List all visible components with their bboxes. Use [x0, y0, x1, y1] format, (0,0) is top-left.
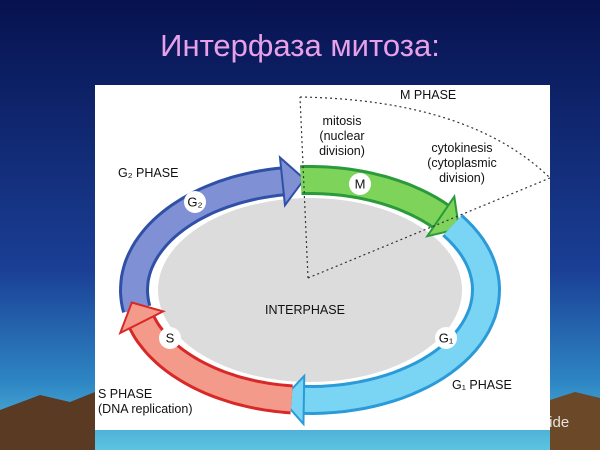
- cytokinesis-label: cytokinesis: [431, 141, 492, 155]
- interphase-label: INTERPHASE: [265, 303, 345, 317]
- m-phase-label: M PHASE: [400, 88, 456, 102]
- mitosis-label: division): [319, 144, 365, 158]
- g1-badge: G₁: [439, 330, 454, 345]
- slide-title: Интерфаза митоза:: [160, 28, 440, 63]
- s-badge: S: [166, 330, 175, 345]
- cycle-arrow: [280, 373, 306, 427]
- m-phase-wedge: [299, 96, 551, 279]
- mountains: [550, 392, 600, 450]
- g2-badge: G₂: [187, 194, 202, 209]
- cycle-arrow: [118, 301, 166, 336]
- cycle-arrow: [300, 168, 448, 227]
- phase-badge: [349, 173, 371, 195]
- phase-badge: [159, 327, 181, 349]
- cycle-arrow: [303, 216, 499, 413]
- cycle-arrow: [424, 193, 461, 238]
- cycle-arrow: [278, 155, 306, 208]
- mountains: [0, 392, 95, 450]
- cytokinesis-label: (cytoplasmic: [427, 156, 496, 170]
- interphase-area: [158, 198, 462, 382]
- phase-badge: [435, 327, 457, 349]
- watermark: FreeSlide: [505, 414, 569, 431]
- phase-badge: [184, 191, 206, 213]
- mitosis-label: mitosis: [323, 114, 362, 128]
- s-phase-label: S PHASE: [98, 387, 152, 401]
- s-phase-label: (DNA replication): [98, 402, 192, 416]
- m-badge: M: [355, 176, 366, 191]
- g1-phase-label: G₁ PHASE: [452, 378, 512, 392]
- g2-phase-label: G₂ PHASE: [118, 166, 178, 180]
- cycle-arrow: [131, 316, 293, 412]
- cytokinesis-label: division): [439, 171, 485, 185]
- mitosis-label: (nuclear: [319, 129, 364, 143]
- cycle-arrow: [121, 169, 284, 313]
- cycle-arrows: [118, 155, 502, 427]
